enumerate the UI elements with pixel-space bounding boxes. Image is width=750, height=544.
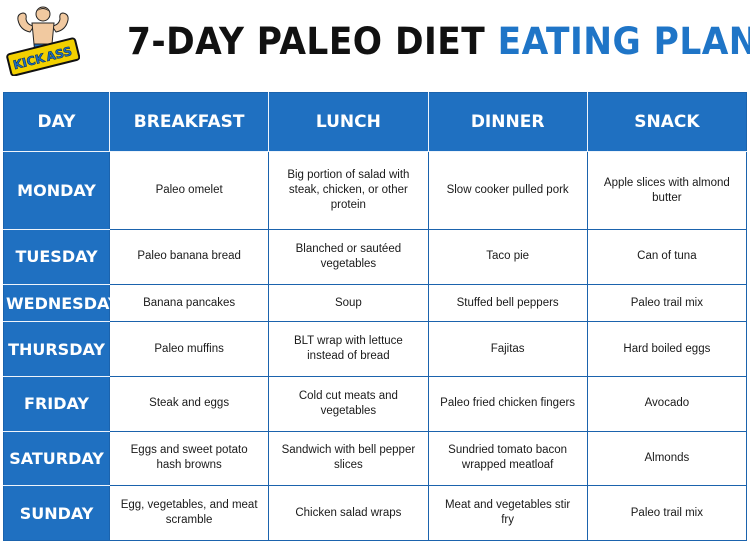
- snack-cell: Paleo trail mix: [586, 485, 748, 541]
- lunch-cell: Sandwich with bell pepper slices: [268, 430, 429, 487]
- lunch-cell: BLT wrap with lettuce instead of bread: [268, 321, 429, 377]
- column-header-dinner: DINNER: [427, 92, 588, 152]
- row-day-label: THURSDAY: [3, 321, 110, 377]
- table-row: FRIDAY Steak and eggs Cold cut meats and…: [3, 375, 748, 432]
- title-blue-part: EATING PLAN: [497, 20, 750, 63]
- table-row: THURSDAY Paleo muffins BLT wrap with let…: [3, 321, 748, 377]
- snack-cell: Can of tuna: [586, 229, 748, 285]
- row-day-label: TUESDAY: [3, 229, 110, 285]
- breakfast-cell: Egg, vegetables, and meat scramble: [108, 485, 270, 541]
- column-header-day: DAY: [3, 92, 110, 152]
- row-day-label: WEDNESDAY: [3, 283, 119, 323]
- row-day-label: FRIDAY: [3, 375, 110, 432]
- dinner-cell: Fajitas: [427, 321, 588, 377]
- breakfast-cell: Banana pancakes: [108, 283, 270, 323]
- breakfast-cell: Paleo omelet: [108, 150, 270, 231]
- breakfast-cell: Steak and eggs: [108, 375, 270, 432]
- breakfast-cell: Paleo muffins: [108, 321, 270, 377]
- title-dark-part: 7-DAY PALEO DIET: [127, 20, 486, 63]
- dinner-cell: Taco pie: [427, 229, 588, 285]
- kick-ass-logo: KICK ASS: [6, 6, 80, 76]
- snack-cell: Avocado: [586, 375, 748, 432]
- snack-cell: Paleo trail mix: [586, 283, 748, 323]
- snack-cell: Almonds: [586, 430, 748, 487]
- column-header-snack: SNACK: [586, 92, 748, 152]
- row-day-label: SATURDAY: [3, 430, 110, 487]
- lunch-cell: Soup: [268, 283, 429, 323]
- dinner-cell: Paleo fried chicken fingers: [427, 375, 588, 432]
- table-row: SATURDAY Eggs and sweet potato hash brow…: [3, 430, 748, 487]
- table-row: MONDAY Paleo omelet Big portion of salad…: [3, 150, 748, 231]
- lunch-cell: Cold cut meats and vegetables: [268, 375, 429, 432]
- breakfast-cell: Eggs and sweet potato hash browns: [108, 430, 270, 487]
- meal-plan-table: DAY BREAKFAST LUNCH DINNER SNACK MONDAY …: [3, 92, 748, 541]
- dinner-cell: Meat and vegetables stir fry: [427, 485, 588, 541]
- logo-text-main: ASS: [45, 44, 74, 64]
- snack-cell: Hard boiled eggs: [586, 321, 748, 377]
- table-row: SUNDAY Egg, vegetables, and meat scrambl…: [3, 485, 748, 541]
- breakfast-cell: Paleo banana bread: [108, 229, 270, 285]
- page-title: 7-DAY PALEO DIET EATING PLAN: [127, 14, 750, 70]
- dinner-cell: Sundried tomato bacon wrapped meatloaf: [427, 430, 588, 487]
- table-row: TUESDAY Paleo banana bread Blanched or s…: [3, 229, 748, 285]
- column-header-lunch: LUNCH: [268, 92, 429, 152]
- lunch-cell: Chicken salad wraps: [268, 485, 429, 541]
- table-header-row: DAY BREAKFAST LUNCH DINNER SNACK: [3, 92, 748, 152]
- page-header: KICK ASS 7-DAY PALEO DIET EATING PLAN: [0, 0, 750, 84]
- row-day-label: SUNDAY: [3, 485, 110, 541]
- lunch-cell: Big portion of salad with steak, chicken…: [268, 150, 429, 231]
- dinner-cell: Slow cooker pulled pork: [427, 150, 588, 231]
- row-day-label: MONDAY: [3, 150, 110, 231]
- lunch-cell: Blanched or sautéed vegetables: [268, 229, 429, 285]
- column-header-breakfast: BREAKFAST: [108, 92, 270, 152]
- table-row: WEDNESDAY Banana pancakes Soup Stuffed b…: [3, 283, 748, 323]
- dinner-cell: Stuffed bell peppers: [427, 283, 588, 323]
- snack-cell: Apple slices with almond butter: [586, 150, 748, 231]
